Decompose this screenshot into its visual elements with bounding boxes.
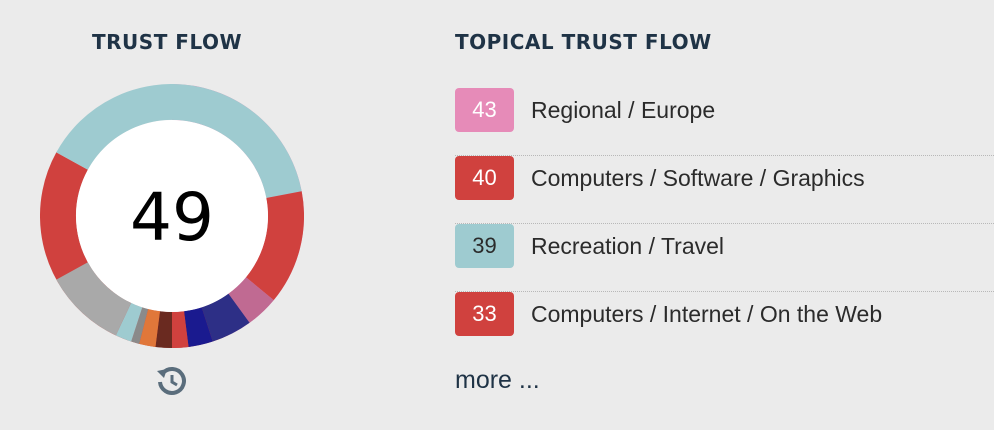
topic-score-badge: 40 <box>455 156 514 200</box>
history-icon[interactable] <box>154 364 190 400</box>
donut-segment <box>56 261 132 336</box>
donut-segment <box>245 191 304 301</box>
trust-flow-title: TRUST FLOW <box>92 30 243 54</box>
topic-score-badge: 33 <box>455 292 514 336</box>
donut-segment <box>201 293 250 342</box>
trust-flow-panel: TRUST FLOW 49 <box>0 0 344 430</box>
topic-score-badge: 39 <box>455 224 514 268</box>
donut-segment <box>131 307 149 344</box>
topic-label[interactable]: Computers / Software / Graphics <box>531 165 865 191</box>
topic-label[interactable]: Regional / Europe <box>531 97 716 123</box>
donut-segment <box>56 84 302 199</box>
donut-center <box>76 120 268 312</box>
donut-segment <box>171 311 189 348</box>
donut-segment <box>155 311 173 348</box>
topical-trust-flow-list: 43 Regional / Europe 40 Computers / Soft… <box>455 88 994 360</box>
topic-label[interactable]: Recreation / Travel <box>531 233 725 259</box>
topic-row: 39 Recreation / Travel <box>455 224 994 292</box>
topic-row: 40 Computers / Software / Graphics <box>455 156 994 224</box>
topic-label[interactable]: Computers / Internet / On the Web <box>531 301 883 327</box>
topical-trust-flow-title: TOPICAL TRUST FLOW <box>455 30 712 54</box>
donut-segment <box>227 276 274 323</box>
donut-segment <box>183 307 213 347</box>
more-link[interactable]: more ... <box>455 366 540 394</box>
donut-segment <box>115 302 143 342</box>
donut-segments <box>40 84 304 348</box>
donut-segment <box>139 308 161 347</box>
trust-flow-donut: 49 <box>40 84 304 348</box>
topic-score-badge: 43 <box>455 88 514 132</box>
topic-row: 33 Computers / Internet / On the Web <box>455 292 994 360</box>
trust-flow-score: 49 <box>130 179 214 256</box>
topic-row: 43 Regional / Europe <box>455 88 994 156</box>
